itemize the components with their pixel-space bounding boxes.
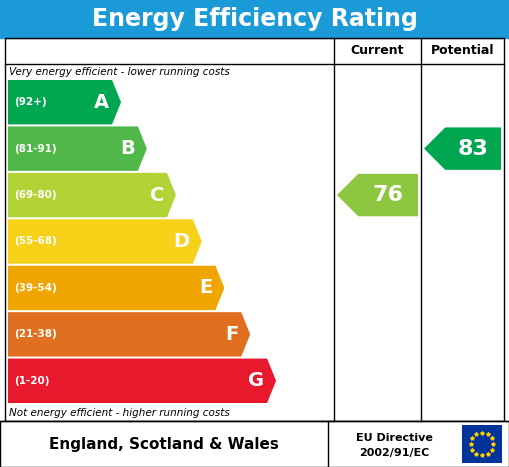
Polygon shape <box>8 359 276 403</box>
Polygon shape <box>8 312 250 357</box>
Polygon shape <box>424 127 501 170</box>
Polygon shape <box>8 173 176 217</box>
Bar <box>462 425 502 463</box>
Text: EU Directive: EU Directive <box>356 433 433 444</box>
Bar <box>0 0 509 38</box>
Text: (21-38): (21-38) <box>14 329 56 340</box>
Text: E: E <box>199 278 212 297</box>
Polygon shape <box>8 127 147 171</box>
Text: Potential: Potential <box>431 44 494 57</box>
Text: (69-80): (69-80) <box>14 190 56 200</box>
Text: (39-54): (39-54) <box>14 283 56 293</box>
Polygon shape <box>8 219 202 264</box>
Text: D: D <box>174 232 190 251</box>
Text: (81-91): (81-91) <box>14 144 56 154</box>
Text: F: F <box>225 325 238 344</box>
Text: A: A <box>94 93 109 112</box>
Bar <box>5 38 504 421</box>
Bar <box>0 421 509 467</box>
Text: (55-68): (55-68) <box>14 236 56 247</box>
Text: B: B <box>120 139 135 158</box>
Text: C: C <box>150 185 164 205</box>
Text: (1-20): (1-20) <box>14 376 49 386</box>
Polygon shape <box>337 174 418 216</box>
Text: Very energy efficient - lower running costs: Very energy efficient - lower running co… <box>9 67 230 77</box>
Text: 76: 76 <box>373 185 404 205</box>
Text: G: G <box>248 371 264 390</box>
Text: England, Scotland & Wales: England, Scotland & Wales <box>49 437 279 452</box>
Text: Not energy efficient - higher running costs: Not energy efficient - higher running co… <box>9 408 230 418</box>
Text: 83: 83 <box>458 139 489 159</box>
Polygon shape <box>8 80 121 124</box>
Text: Current: Current <box>351 44 404 57</box>
Text: (92+): (92+) <box>14 97 47 107</box>
Text: Energy Efficiency Rating: Energy Efficiency Rating <box>92 7 417 31</box>
Text: 2002/91/EC: 2002/91/EC <box>359 448 429 458</box>
Polygon shape <box>8 266 224 310</box>
